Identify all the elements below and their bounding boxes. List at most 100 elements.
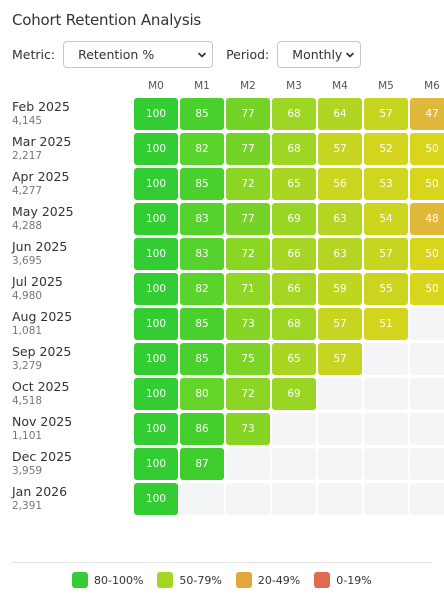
controls-bar: Metric: Retention % Period: Monthly xyxy=(12,41,362,68)
retention-cell[interactable]: 77 xyxy=(226,203,270,235)
column-header: M4 xyxy=(332,80,348,92)
cohort-date: Aug 2025 xyxy=(12,309,73,324)
retention-cell[interactable]: 85 xyxy=(180,98,224,130)
legend-item: 50-79% xyxy=(157,572,222,588)
period-select-value: Monthly xyxy=(292,47,343,62)
retention-cell[interactable]: 100 xyxy=(134,448,178,480)
retention-cell[interactable]: 80 xyxy=(180,378,224,410)
retention-cell[interactable]: 48 xyxy=(410,203,444,235)
retention-cell[interactable]: 57 xyxy=(364,98,408,130)
chevron-down-icon xyxy=(198,52,206,58)
retention-cell[interactable]: 100 xyxy=(134,413,178,445)
empty-cell xyxy=(410,343,444,375)
retention-cell[interactable]: 83 xyxy=(180,203,224,235)
retention-cell[interactable]: 87 xyxy=(180,448,224,480)
cohort-size: 4,277 xyxy=(12,185,43,197)
retention-cell[interactable]: 57 xyxy=(364,238,408,270)
retention-cell[interactable]: 68 xyxy=(272,98,316,130)
retention-cell[interactable]: 55 xyxy=(364,273,408,305)
empty-cell xyxy=(410,448,444,480)
retention-cell[interactable]: 51 xyxy=(364,308,408,340)
retention-cell[interactable]: 47 xyxy=(410,98,444,130)
retention-cell[interactable]: 50 xyxy=(410,273,444,305)
empty-cell xyxy=(364,483,408,515)
legend-swatch xyxy=(314,572,331,588)
metric-select[interactable]: Retention % xyxy=(63,41,214,68)
cohort-date: Jul 2025 xyxy=(12,274,63,289)
retention-cell[interactable]: 56 xyxy=(318,168,362,200)
retention-cell[interactable]: 69 xyxy=(272,203,316,235)
retention-cell[interactable]: 83 xyxy=(180,238,224,270)
retention-cell[interactable]: 75 xyxy=(226,343,270,375)
legend-label: 80-100% xyxy=(94,573,144,587)
retention-cell[interactable]: 53 xyxy=(364,168,408,200)
retention-cell[interactable]: 63 xyxy=(318,238,362,270)
empty-cell xyxy=(318,378,362,410)
retention-cell[interactable]: 66 xyxy=(272,273,316,305)
retention-cell[interactable]: 54 xyxy=(364,203,408,235)
empty-cell xyxy=(410,483,444,515)
page-title: Cohort Retention Analysis xyxy=(12,11,202,29)
retention-cell[interactable]: 68 xyxy=(272,133,316,165)
cohort-label: Feb 2025 4,145 xyxy=(12,100,70,128)
retention-cell[interactable]: 57 xyxy=(318,133,362,165)
retention-cell[interactable]: 66 xyxy=(272,238,316,270)
retention-cell[interactable]: 64 xyxy=(318,98,362,130)
retention-cell[interactable]: 100 xyxy=(134,98,178,130)
retention-cell[interactable]: 85 xyxy=(180,168,224,200)
retention-cell[interactable]: 100 xyxy=(134,308,178,340)
cohort-size: 3,279 xyxy=(12,360,43,372)
retention-cell[interactable]: 100 xyxy=(134,133,178,165)
retention-cell[interactable]: 82 xyxy=(180,133,224,165)
retention-cell[interactable]: 72 xyxy=(226,168,270,200)
retention-cell[interactable]: 85 xyxy=(180,308,224,340)
retention-cell[interactable]: 57 xyxy=(318,343,362,375)
cohort-label: Jul 2025 4,980 xyxy=(12,275,63,303)
retention-cell[interactable]: 50 xyxy=(410,168,444,200)
empty-cell xyxy=(318,413,362,445)
retention-cell[interactable]: 73 xyxy=(226,308,270,340)
retention-cell[interactable]: 100 xyxy=(134,238,178,270)
retention-cell[interactable]: 52 xyxy=(364,133,408,165)
retention-cell[interactable]: 65 xyxy=(272,168,316,200)
legend-item: 0-19% xyxy=(314,572,372,588)
retention-cell[interactable]: 100 xyxy=(134,168,178,200)
period-select[interactable]: Monthly xyxy=(277,41,362,68)
retention-cell[interactable]: 73 xyxy=(226,413,270,445)
period-label: Period: xyxy=(226,47,270,62)
retention-cell[interactable]: 59 xyxy=(318,273,362,305)
retention-cell[interactable]: 77 xyxy=(226,98,270,130)
legend: 80-100% 50-79% 20-49% 0-19% xyxy=(72,572,386,588)
cohort-label: Mar 2025 2,217 xyxy=(12,135,71,163)
retention-cell[interactable]: 68 xyxy=(272,308,316,340)
column-header: M3 xyxy=(286,80,302,92)
cohort-date: Jan 2026 xyxy=(12,484,68,499)
retention-cell[interactable]: 100 xyxy=(134,273,178,305)
retention-cell[interactable]: 72 xyxy=(226,378,270,410)
retention-cell[interactable]: 50 xyxy=(410,238,444,270)
cohort-size: 3,695 xyxy=(12,255,43,267)
retention-cell[interactable]: 57 xyxy=(318,308,362,340)
retention-cell[interactable]: 82 xyxy=(180,273,224,305)
retention-cell[interactable]: 63 xyxy=(318,203,362,235)
retention-cell[interactable]: 65 xyxy=(272,343,316,375)
cohort-label: May 2025 4,288 xyxy=(12,205,74,233)
retention-cell[interactable]: 71 xyxy=(226,273,270,305)
retention-cell[interactable]: 100 xyxy=(134,203,178,235)
retention-cell[interactable]: 100 xyxy=(134,343,178,375)
retention-cell[interactable]: 72 xyxy=(226,238,270,270)
empty-cell xyxy=(318,448,362,480)
retention-cell[interactable]: 100 xyxy=(134,378,178,410)
retention-cell[interactable]: 85 xyxy=(180,343,224,375)
cohort-date: Dec 2025 xyxy=(12,449,72,464)
column-header: M0 xyxy=(148,80,164,92)
column-header: M1 xyxy=(194,80,210,92)
empty-cell xyxy=(410,413,444,445)
retention-cell[interactable]: 50 xyxy=(410,133,444,165)
cohort-date: Apr 2025 xyxy=(12,169,70,184)
retention-cell[interactable]: 69 xyxy=(272,378,316,410)
retention-cell[interactable]: 100 xyxy=(134,483,178,515)
retention-cell[interactable]: 86 xyxy=(180,413,224,445)
empty-cell xyxy=(410,378,444,410)
retention-cell[interactable]: 77 xyxy=(226,133,270,165)
